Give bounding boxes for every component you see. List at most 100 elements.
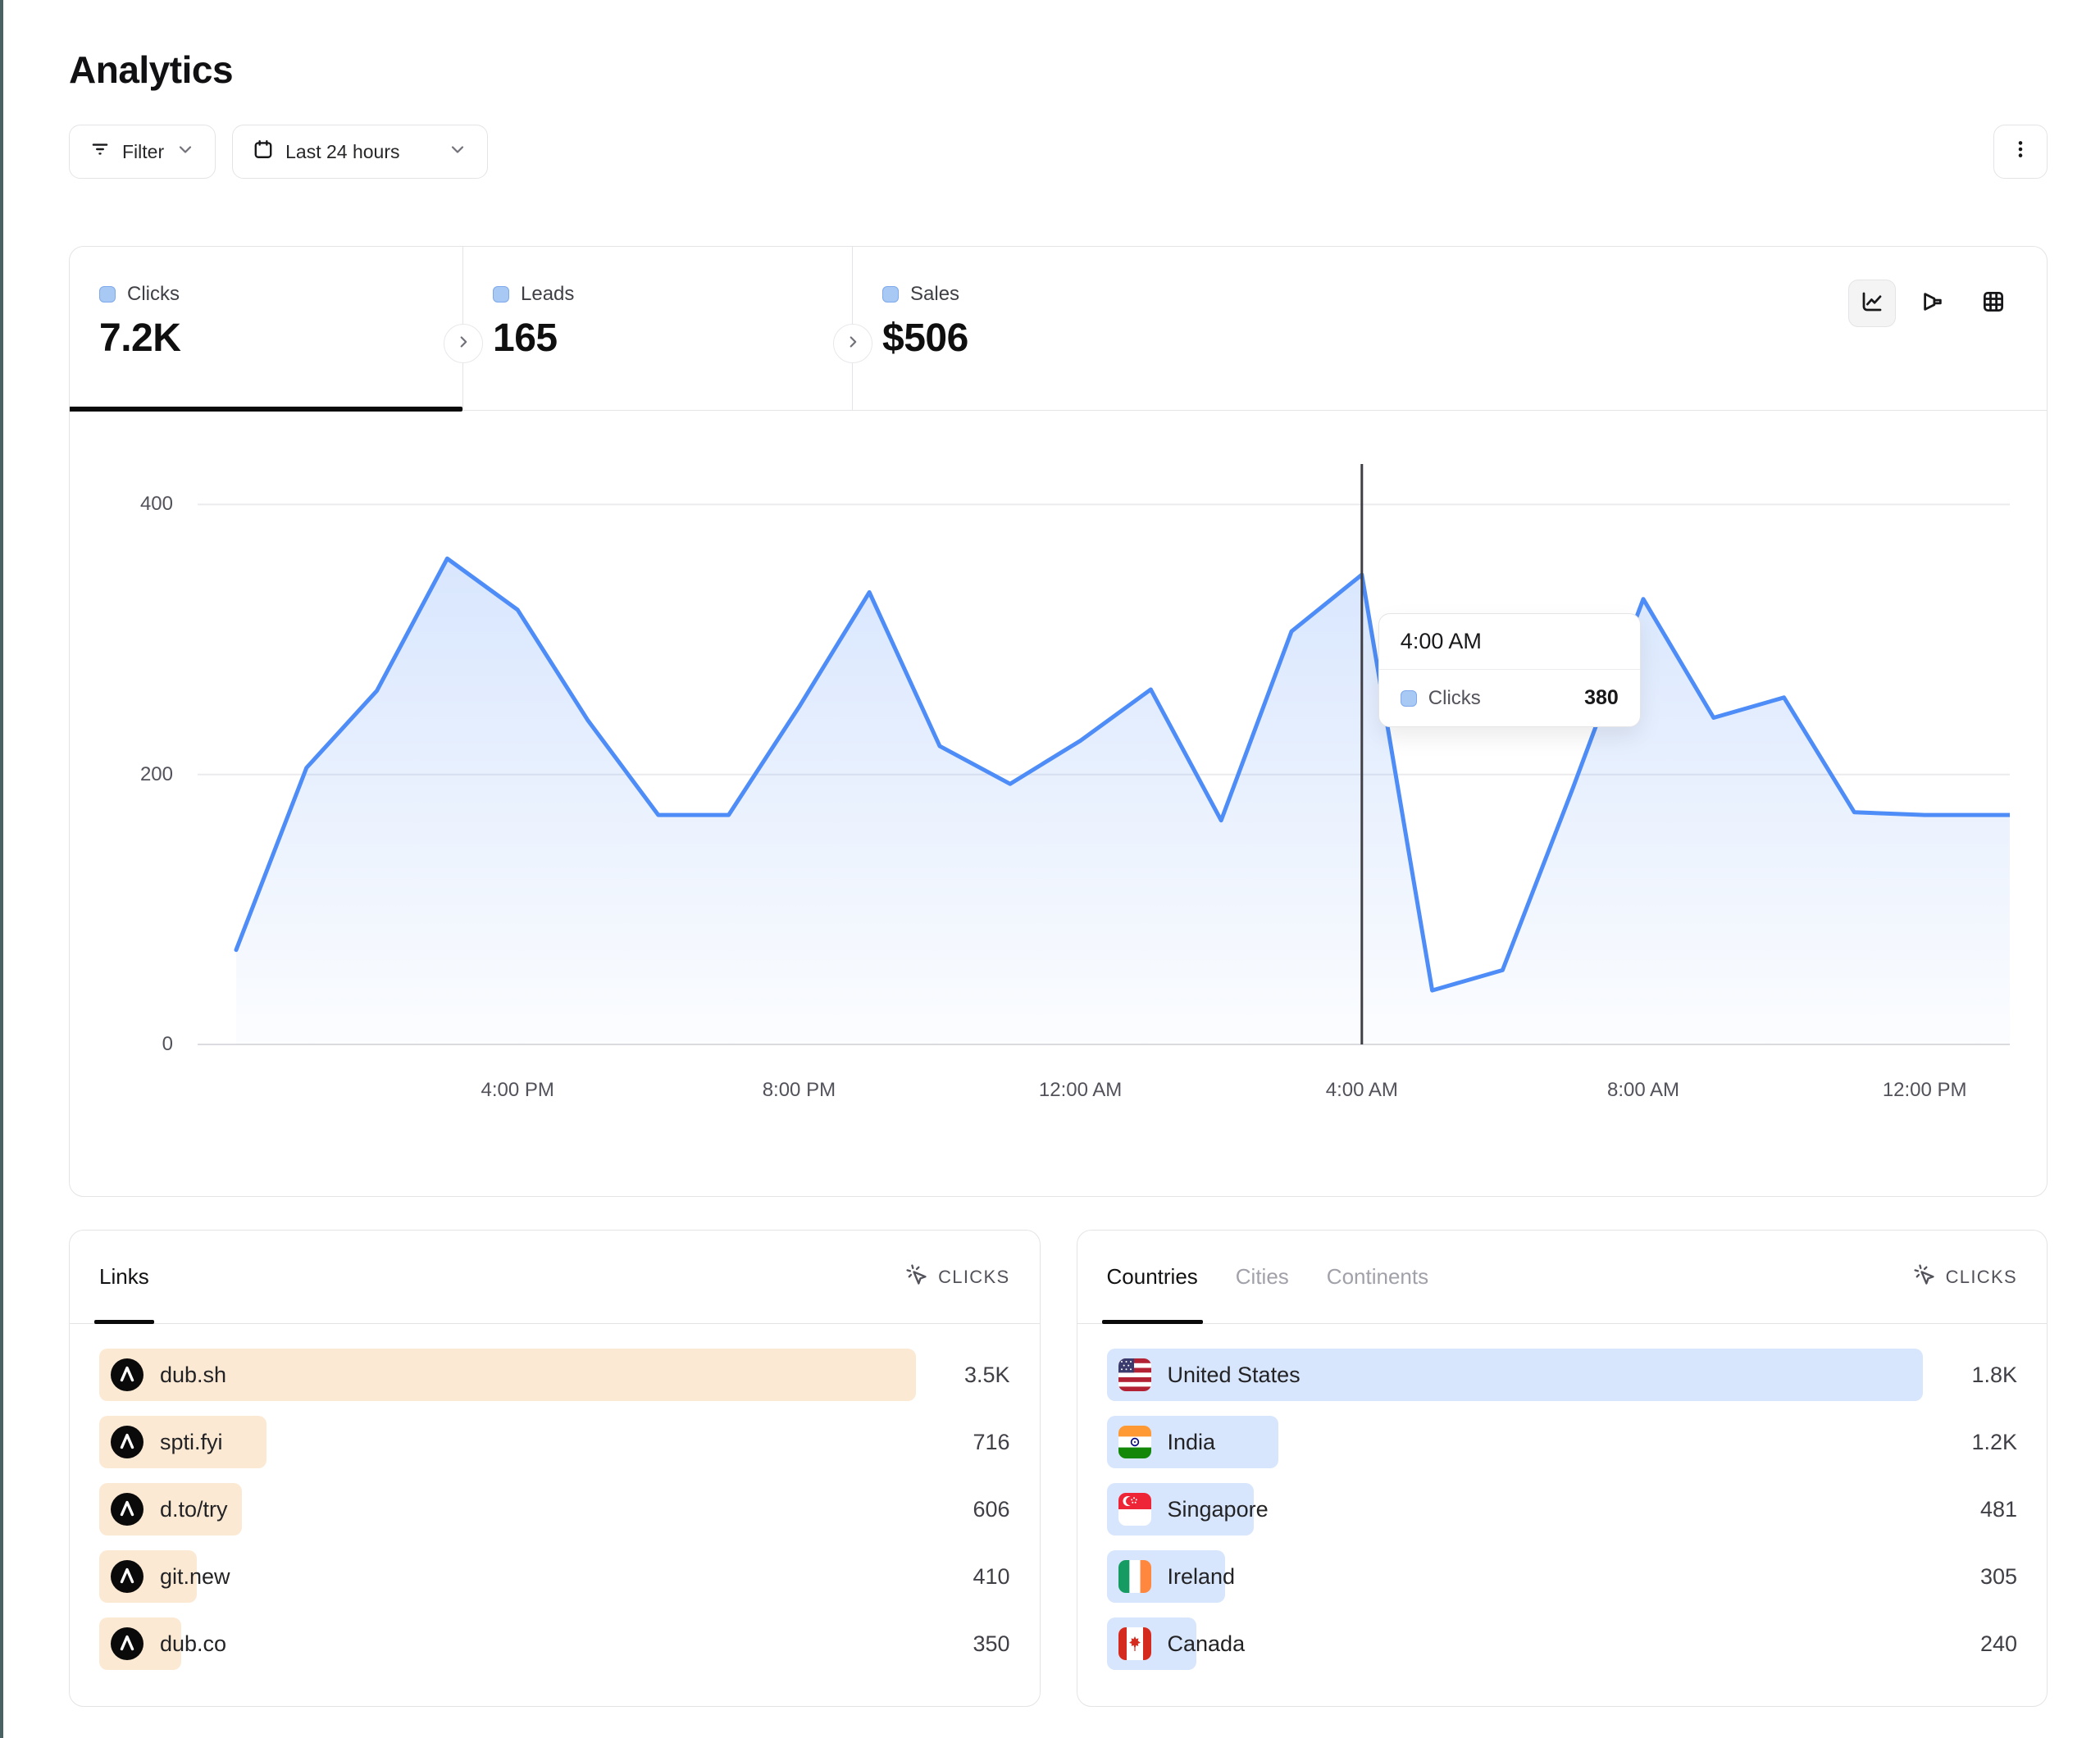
tooltip-time: 4:00 AM <box>1378 614 1640 670</box>
countries-metric-label: CLICKS <box>1945 1266 2017 1287</box>
line-chart-view-button[interactable] <box>1848 280 1896 327</box>
filter-button[interactable]: Filter <box>69 125 216 179</box>
x-axis-tick-label: 12:00 PM <box>1882 1079 1967 1101</box>
clicks-series-swatch <box>1400 689 1417 707</box>
funnel-chart-icon <box>1920 289 1945 318</box>
stat-value: $506 <box>882 316 968 360</box>
expand-stat-button[interactable] <box>444 324 483 363</box>
tab-continents[interactable]: Continents <box>1326 1264 1429 1289</box>
value-bar <box>99 1349 916 1401</box>
clicks-series-swatch <box>99 286 116 303</box>
chevron-down-icon <box>448 139 467 164</box>
chevron-right-icon <box>454 333 472 355</box>
kebab-menu-icon <box>2010 139 2031 165</box>
row-label: Canada <box>1167 1631 1246 1656</box>
x-axis-tick-label: 8:00 PM <box>762 1079 836 1101</box>
page-title: Analytics <box>69 48 234 91</box>
row-label: git.new <box>160 1563 230 1589</box>
row-label: India <box>1167 1429 1216 1454</box>
date-range-label: Last 24 hours <box>285 140 400 162</box>
stat-tab-sales[interactable]: Sales $506 <box>853 247 2047 410</box>
country-row[interactable]: Singapore 481 <box>1106 1483 2017 1536</box>
cursor-click-icon <box>905 1263 928 1291</box>
stat-label: Clicks <box>127 283 180 305</box>
links-metric-header[interactable]: CLICKS <box>905 1231 1009 1323</box>
row-label: Ireland <box>1167 1563 1236 1589</box>
filter-icon <box>89 139 111 165</box>
country-row[interactable]: Ireland 305 <box>1106 1550 2017 1603</box>
x-axis-tick-label: 8:00 AM <box>1606 1079 1680 1101</box>
flag-india-icon <box>1118 1426 1151 1458</box>
country-row[interactable]: United States 1.8K <box>1106 1349 2017 1401</box>
stat-tab-leads[interactable]: Leads 165 <box>463 247 853 410</box>
x-axis-tick-label: 4:00 AM <box>1325 1079 1398 1101</box>
chevron-down-icon <box>175 139 195 164</box>
dub-logo-icon <box>111 1627 143 1660</box>
stats-tabs: Clicks 7.2K Leads 165 Sales $506 <box>70 247 2047 412</box>
tooltip-series-label: Clicks <box>1428 686 1481 709</box>
date-range-button[interactable]: Last 24 hours <box>232 125 489 179</box>
row-clicks-value: 1.8K <box>1971 1362 2017 1387</box>
left-accent-divider <box>0 0 3 1738</box>
stat-label: Sales <box>910 283 960 305</box>
chart-view-switcher <box>1848 280 2017 327</box>
row-clicks-value: 350 <box>973 1631 1010 1656</box>
flag-singapore-icon <box>1118 1493 1151 1526</box>
x-axis-tick-label: 4:00 PM <box>481 1079 554 1101</box>
row-clicks-value: 606 <box>973 1496 1010 1522</box>
dub-logo-icon <box>111 1358 143 1391</box>
link-row[interactable]: d.to/try 606 <box>99 1483 1010 1536</box>
tooltip-value: 380 <box>1584 686 1619 709</box>
country-row[interactable]: India 1.2K <box>1106 1416 2017 1468</box>
sales-series-swatch <box>882 286 899 303</box>
link-row[interactable]: git.new 410 <box>99 1550 1010 1603</box>
tab-cities[interactable]: Cities <box>1235 1264 1289 1289</box>
table-grid-icon <box>1981 289 2006 318</box>
row-label: dub.co <box>160 1631 227 1656</box>
area-chart-plot[interactable] <box>198 464 2010 1046</box>
calendar-icon <box>253 139 274 165</box>
links-panel: Links CLICKS dub.sh 3.5K spti.fyi 716 d.to/t… <box>69 1230 1041 1707</box>
link-row[interactable]: dub.co 350 <box>99 1617 1010 1670</box>
row-clicks-value: 3.5K <box>963 1362 1010 1387</box>
y-axis-tick-label: 400 <box>139 493 173 516</box>
row-clicks-value: 410 <box>973 1563 1010 1589</box>
tab-countries[interactable]: Countries <box>1101 1231 1204 1324</box>
toolbar: Filter Last 24 hours <box>69 125 2048 179</box>
row-label: d.to/try <box>160 1496 228 1522</box>
row-clicks-value: 240 <box>1979 1631 2017 1656</box>
flag-us-icon <box>1118 1358 1151 1391</box>
row-clicks-value: 481 <box>1979 1496 2017 1522</box>
x-axis-tick-label: 12:00 AM <box>1038 1079 1123 1101</box>
dub-logo-icon <box>111 1493 143 1526</box>
flag-ireland-icon <box>1118 1560 1151 1593</box>
link-row[interactable]: spti.fyi 716 <box>99 1416 1010 1468</box>
countries-panel: Countries Cities Continents CLICKS United … <box>1076 1230 2048 1707</box>
tab-links[interactable]: Links <box>94 1231 154 1324</box>
countries-metric-header[interactable]: CLICKS <box>1913 1231 2017 1323</box>
stat-tab-clicks[interactable]: Clicks 7.2K <box>70 247 463 412</box>
row-label: Singapore <box>1167 1496 1269 1522</box>
stat-value: 165 <box>493 316 558 360</box>
cursor-click-icon <box>1913 1263 1936 1291</box>
row-clicks-value: 1.2K <box>1971 1429 2017 1454</box>
row-label: dub.sh <box>160 1362 227 1387</box>
chevron-right-icon <box>844 333 862 355</box>
y-axis-tick-label: 0 <box>162 1033 173 1055</box>
stat-label: Leads <box>521 283 575 305</box>
stat-value: 7.2K <box>99 316 181 360</box>
more-options-button[interactable] <box>1993 125 2048 179</box>
row-clicks-value: 716 <box>973 1429 1010 1454</box>
table-grid-view-button[interactable] <box>1970 280 2017 327</box>
clicks-area-fill <box>236 558 2010 1044</box>
dub-logo-icon <box>111 1560 143 1593</box>
leads-series-swatch <box>493 286 509 303</box>
expand-stat-button[interactable] <box>833 324 872 363</box>
y-axis-tick-label: 200 <box>139 762 173 785</box>
country-row[interactable]: Canada 240 <box>1106 1617 2017 1670</box>
row-clicks-value: 305 <box>1979 1563 2017 1589</box>
funnel-chart-view-button[interactable] <box>1909 280 1957 327</box>
analytics-page: Analytics Filter Last 24 hours <box>69 0 2048 1738</box>
link-row[interactable]: dub.sh 3.5K <box>99 1349 1010 1401</box>
breakdown-panels: Links CLICKS dub.sh 3.5K spti.fyi 716 d.to/t… <box>69 1230 2048 1707</box>
